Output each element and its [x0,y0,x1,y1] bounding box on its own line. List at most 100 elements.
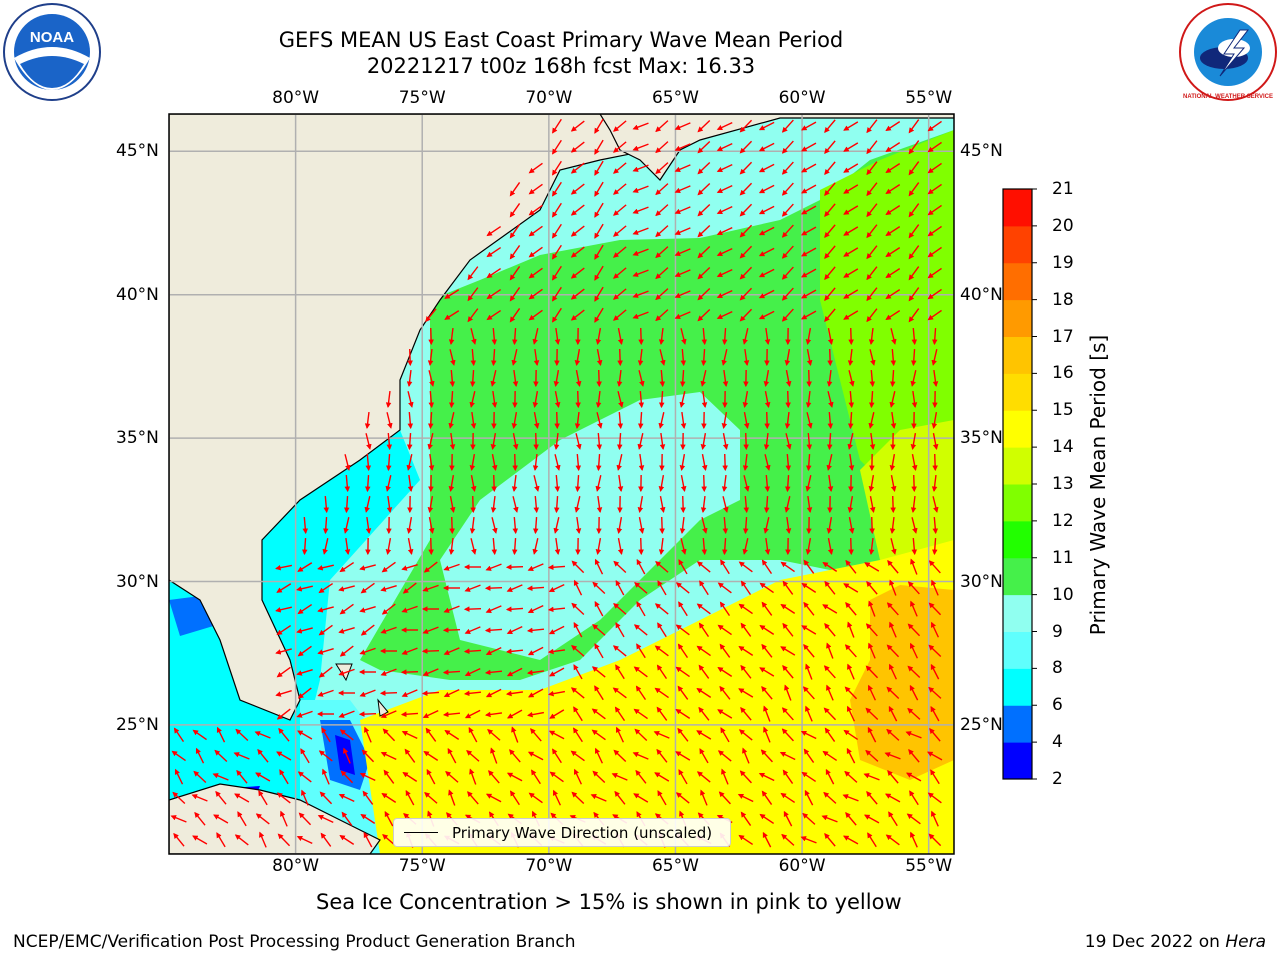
wave-arrow [275,648,292,655]
wave-arrow [279,769,289,785]
wave-arrow [657,580,667,596]
wave-arrow [549,709,565,719]
wave-arrow [698,664,710,679]
wave-arrow [653,731,670,739]
wave-arrow [638,327,644,346]
period-4s-region [335,735,355,775]
wave-arrow [428,327,434,346]
wave-arrow [701,454,708,471]
wave-arrow [847,663,855,680]
wave-arrow [526,585,545,592]
wave-arrow [490,747,498,764]
wave-arrow [824,727,836,742]
wave-arrow [905,731,922,739]
wave-arrow [697,140,711,154]
map-subtitle-run: 20221217 t00z 168h fcst Max: 16.33 [366,54,756,78]
wave-arrow [927,267,942,279]
wave-arrow [781,308,794,322]
wave-arrow [928,833,942,847]
wave-arrow [468,726,478,743]
wave-arrow [638,453,645,472]
wave-arrow [740,664,752,679]
wave-arrow [275,564,292,571]
wave-arrow [638,537,644,556]
wave-arrow [358,711,377,717]
wave-arrow [717,582,732,594]
wave-arrow [570,687,585,699]
wave-arrow [443,563,460,571]
wave-arrow [932,496,939,513]
wave-arrow [406,454,413,471]
wave-arrow [359,605,376,613]
wave-arrow [738,834,754,846]
wave-arrow [886,728,900,741]
period-8s-region [169,430,420,854]
wave-arrow [908,749,920,763]
wave-arrow [908,182,920,197]
wave-arrow [632,290,649,298]
wave-arrow [890,348,897,367]
wave-arrow [738,729,753,741]
wave-arrow [701,390,708,409]
wave-arrow [552,223,562,239]
wave-arrow [194,811,206,826]
wave-arrow [491,537,498,556]
wave-arrow [617,411,624,430]
wave-arrow [930,621,940,638]
wave-arrow [402,772,418,782]
wave-arrow [444,730,460,740]
wave-arrow [445,771,459,783]
wave-arrow [908,140,920,155]
wave-arrow [505,648,524,655]
wave-arrow [656,664,668,680]
tick-label: 65°W [651,856,699,876]
wave-arrow [869,496,876,513]
wave-arrow [759,813,775,825]
wave-arrow [927,225,942,237]
wave-arrow [487,729,501,741]
wave-arrow [552,139,562,155]
wave-arrow [449,432,456,451]
wave-arrow [339,729,354,741]
wave-arrow [843,121,859,131]
wave-arrow [470,475,477,492]
wave-arrow [258,790,268,806]
wave-arrow [908,119,920,134]
wave-arrow [785,370,792,387]
wave-arrow [739,245,753,259]
wave-arrow [280,810,288,827]
wave-arrow [424,792,438,804]
wave-arrow [680,538,687,555]
wave-arrow [402,582,417,594]
wave-arrow [234,834,249,846]
wave-arrow [554,454,561,471]
wave-arrow [528,309,543,321]
wave-arrow [784,684,792,701]
wave-arrow [385,537,392,555]
wave-arrow [654,687,669,699]
wave-arrow [528,792,543,804]
wave-arrow [338,793,355,803]
wave-arrow [781,161,794,175]
wave-arrow [317,689,334,697]
wave-arrow [615,726,625,743]
wave-arrow [548,625,565,635]
wave-arrow [931,349,938,366]
wave-arrow [887,770,899,784]
colorbar-tick-label: 8 [1052,658,1063,679]
wave-arrow [827,391,834,408]
wave-arrow [422,584,439,592]
wave-arrow [491,454,498,471]
wave-arrow [655,561,669,573]
wave-arrow [758,247,775,257]
wave-arrow [491,327,498,346]
wave-arrow [637,411,644,430]
wave-arrow [485,605,502,613]
tick-label: 70°W [525,88,573,108]
wave-arrow [931,327,938,346]
tick-label: 40°N [960,284,1003,305]
wave-arrow [613,560,627,573]
wave-arrow [596,349,603,366]
wave-arrow [764,474,771,493]
wave-arrow [781,728,794,742]
